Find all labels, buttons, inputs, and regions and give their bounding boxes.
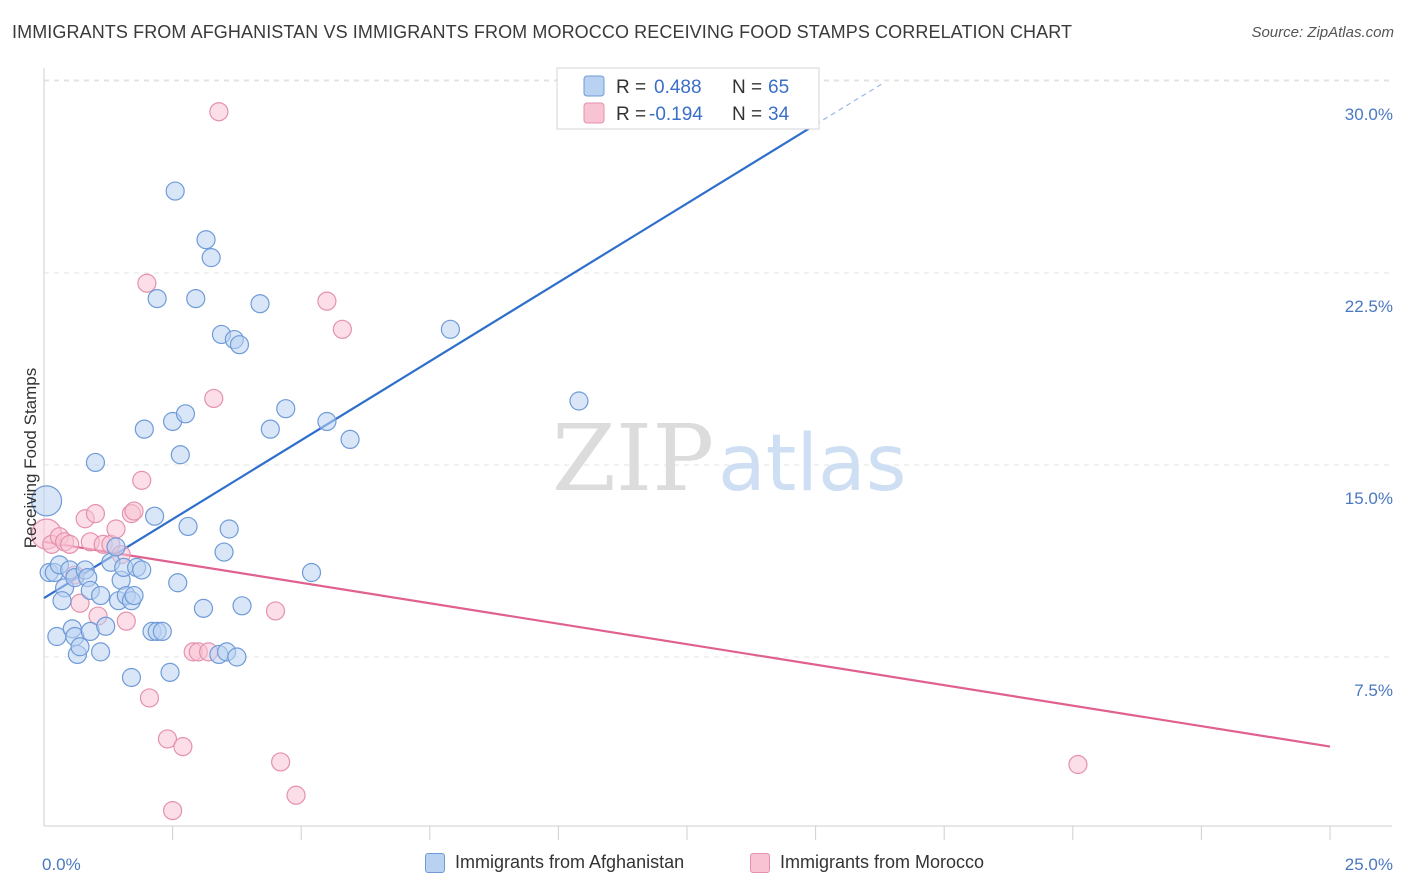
trend-line-afghanistan xyxy=(43,123,817,600)
gridlines xyxy=(44,79,1392,658)
chart-title: IMMIGRANTS FROM AFGHANISTAN VS IMMIGRANT… xyxy=(12,22,1073,42)
point-afghanistan-62 xyxy=(317,411,337,432)
watermark: ZIP atlas xyxy=(552,405,907,512)
legend-swatch-afghanistan xyxy=(425,852,445,873)
legend-n-value-1: 65 xyxy=(768,77,789,98)
point-afghanistan-40 xyxy=(165,181,185,201)
point-morocco-19 xyxy=(137,273,157,293)
y-tick-label-3: 30.0% xyxy=(1345,105,1393,124)
point-afghanistan-58 xyxy=(250,294,270,314)
trend-line-afghanistan-extension xyxy=(815,83,883,126)
y-axis-label: Receiving Food Stamps xyxy=(21,368,40,548)
point-morocco-13 xyxy=(106,519,126,539)
point-morocco-23 xyxy=(173,736,193,757)
watermark-zip: ZIP xyxy=(552,405,714,512)
point-afghanistan-28 xyxy=(121,667,142,688)
point-afghanistan-38 xyxy=(160,662,180,682)
legend-r-label-2: R = xyxy=(616,104,646,125)
legend-n-value-2: 34 xyxy=(768,104,790,125)
legend-swatch-afghanistan xyxy=(583,75,605,97)
point-afghanistan-5 xyxy=(52,591,72,611)
point-morocco-34 xyxy=(1068,754,1088,775)
point-afghanistan-65 xyxy=(569,391,589,411)
legend-box: R = 0.488 N = 65 R = -0.194 N = 34 xyxy=(556,67,820,130)
point-afghanistan-36 xyxy=(147,289,167,309)
point-afghanistan-64 xyxy=(440,319,460,339)
legend-label-afghanistan: Immigrants from Afghanistan xyxy=(455,852,685,872)
trend-lines xyxy=(43,83,1331,748)
point-afghanistan-60 xyxy=(276,399,296,419)
axes xyxy=(43,68,1392,840)
point-afghanistan-44 xyxy=(178,516,198,537)
point-morocco-20 xyxy=(139,688,160,708)
legend-swatch-morocco xyxy=(750,852,770,873)
point-afghanistan-63 xyxy=(340,429,360,449)
legend-label-morocco: Immigrants from Morocco xyxy=(780,852,985,872)
point-morocco-28 xyxy=(209,102,229,122)
legend-item-morocco[interactable]: Immigrants from Morocco xyxy=(750,852,984,873)
point-morocco-32 xyxy=(317,291,337,311)
legend-swatch-morocco xyxy=(583,102,605,124)
legend-n-label-1: N = xyxy=(732,77,762,98)
point-afghanistan-45 xyxy=(186,289,206,309)
point-morocco-30 xyxy=(271,752,291,772)
legend-r-value-1: 0.488 xyxy=(654,77,702,98)
point-afghanistan-34 xyxy=(144,506,165,526)
point-afghanistan-22 xyxy=(106,537,126,557)
y-tick-label-0: 7.5% xyxy=(1354,681,1393,700)
point-afghanistan-29 xyxy=(124,585,144,606)
point-morocco-18 xyxy=(132,470,152,490)
legend-r-value-2: -0.194 xyxy=(649,104,703,125)
point-morocco-17 xyxy=(124,501,144,521)
point-afghanistan-18 xyxy=(90,642,111,662)
legend-n-label-2: N = xyxy=(732,104,762,125)
point-afghanistan-53 xyxy=(219,519,239,539)
point-morocco-33 xyxy=(332,319,352,339)
point-afghanistan-56 xyxy=(229,335,250,355)
point-afghanistan-57 xyxy=(232,596,252,616)
point-afghanistan-61 xyxy=(301,562,322,583)
point-afghanistan-19 xyxy=(90,585,111,606)
x-tick-label-0: 0.0% xyxy=(42,855,81,874)
point-afghanistan-52 xyxy=(214,542,234,562)
point-afghanistan-31 xyxy=(132,560,152,580)
point-morocco-31 xyxy=(286,785,306,805)
tick-labels: 7.5% 15.0% 22.5% 30.0% 0.0% 25.0% xyxy=(42,105,1393,874)
data-points xyxy=(30,102,1088,821)
point-afghanistan-20 xyxy=(96,616,116,636)
point-afghanistan-42 xyxy=(170,445,190,465)
bottom-legend: Immigrants from Afghanistan Immigrants f… xyxy=(0,852,1406,878)
point-afghanistan-12 xyxy=(70,637,90,657)
point-afghanistan-37 xyxy=(152,621,172,642)
point-morocco-15 xyxy=(116,611,136,631)
point-morocco-27 xyxy=(204,388,224,409)
point-morocco-9 xyxy=(85,504,106,524)
point-afghanistan-0 xyxy=(30,485,63,517)
point-afghanistan-55 xyxy=(227,647,247,667)
point-afghanistan-46 xyxy=(193,598,214,618)
trend-line-morocco xyxy=(43,540,1331,748)
point-morocco-29 xyxy=(265,601,286,621)
point-afghanistan-43 xyxy=(175,404,196,424)
watermark-atlas: atlas xyxy=(718,419,907,509)
source-label: Source: ZipAtlas.com xyxy=(1251,24,1394,41)
point-afghanistan-17 xyxy=(85,452,106,473)
point-morocco-4 xyxy=(60,534,80,554)
legend-item-afghanistan[interactable]: Immigrants from Afghanistan xyxy=(425,852,684,873)
point-afghanistan-59 xyxy=(260,419,280,439)
point-morocco-22 xyxy=(163,800,183,821)
legend-r-label-1: R = xyxy=(616,77,646,98)
y-tick-label-1: 15.0% xyxy=(1345,489,1393,508)
point-afghanistan-48 xyxy=(201,248,221,268)
point-afghanistan-32 xyxy=(134,419,154,439)
x-tick-label-1: 25.0% xyxy=(1345,855,1393,874)
point-afghanistan-47 xyxy=(196,230,216,250)
y-tick-label-2: 22.5% xyxy=(1345,297,1393,316)
point-morocco-21 xyxy=(157,729,178,749)
point-afghanistan-41 xyxy=(168,573,188,593)
